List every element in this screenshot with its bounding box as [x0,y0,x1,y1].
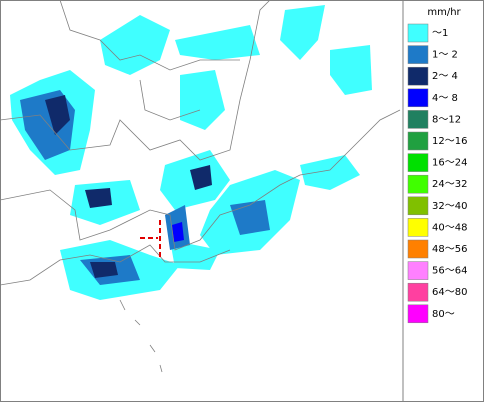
heavy-echoes [20,90,270,285]
legend-label: ～1 [432,28,448,39]
legend-label: 48～56 [432,244,467,255]
legend-label: 64～80 [432,287,467,298]
legend-label: 4～ 8 [432,93,458,104]
legend-label: 12～16 [432,136,467,147]
legend-swatch [407,110,429,129]
legend-swatch [407,282,429,302]
legend-swatch [407,174,429,194]
legend-swatch [407,131,429,151]
legend-label: 16～24 [432,158,467,169]
legend-swatch [407,153,429,172]
legend-unit: mm/hr [427,7,461,18]
legend-label: 56～64 [432,266,467,277]
legend-swatch [407,23,429,43]
legend-swatch [407,66,429,86]
coastlines [0,0,401,373]
legend-label: 80～ [432,309,455,320]
legend-swatch [407,88,429,108]
legend-label: 8～12 [432,114,461,125]
legend-swatch [407,218,429,237]
legend-label: 24～32 [432,179,467,190]
legend-swatch [407,261,429,280]
legend-swatch [407,196,429,216]
legend-label: 40～48 [432,222,467,233]
legend-swatch [407,45,429,64]
location-marker [140,220,161,258]
legend-label: 1～ 2 [432,50,458,61]
legend-swatch [407,239,429,259]
legend-label: 32～40 [432,201,467,212]
legend-label: 2～ 4 [432,71,458,82]
legend-swatch [407,304,429,324]
